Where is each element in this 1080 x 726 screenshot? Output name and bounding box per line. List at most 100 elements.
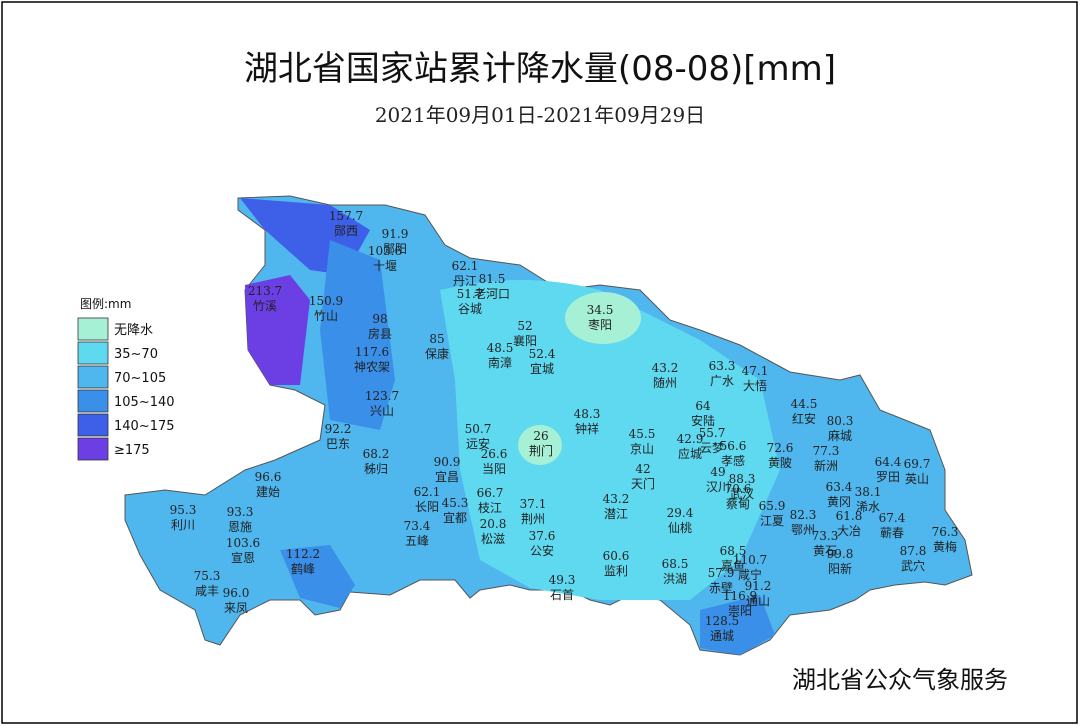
- station-name: 大悟: [743, 378, 767, 393]
- station-name: 郧阳: [383, 242, 407, 256]
- station-value: 75.3: [194, 569, 221, 583]
- legend-swatch: [77, 365, 109, 389]
- station-name: 京山: [630, 442, 654, 456]
- station-name: 浠水: [856, 500, 880, 514]
- legend-label: 35~70: [114, 347, 158, 362]
- station-value: 50.7: [465, 422, 492, 436]
- station-name: 长阳: [415, 500, 439, 514]
- legend-swatch: [77, 437, 109, 461]
- station-name: 秭归: [364, 462, 388, 476]
- station-value: 157.7: [329, 209, 363, 223]
- station-value: 66.7: [477, 486, 504, 500]
- legend-label: 无降水: [114, 323, 153, 338]
- station-value: 117.6: [355, 345, 389, 359]
- station-value: 103.6: [226, 536, 260, 550]
- station-value: 64: [695, 399, 711, 413]
- station-value: 52.4: [529, 347, 556, 361]
- station-name: 鹤峰: [291, 561, 315, 576]
- station-value: 29.4: [667, 506, 694, 520]
- station-value: 112.2: [286, 547, 320, 561]
- station-name: 咸丰: [195, 584, 219, 598]
- station-name: 来凤: [224, 601, 248, 615]
- region-no-rain: [518, 425, 562, 465]
- station-name: 仙桃: [668, 520, 692, 535]
- station-name: 保康: [425, 346, 449, 361]
- station-value: 52: [517, 319, 532, 333]
- station-value: 90.9: [434, 455, 461, 469]
- station-name: 监利: [604, 564, 628, 578]
- station-value: 73.4: [404, 519, 431, 533]
- station-name: 房县: [368, 326, 392, 341]
- station-name: 竹山: [314, 309, 338, 323]
- station-value: 110.7: [733, 553, 767, 567]
- station-value: 77.3: [813, 444, 840, 458]
- station-value: 43.2: [603, 492, 630, 506]
- station-value: 63.4: [826, 480, 853, 494]
- legend-title: 图例:mm: [80, 297, 131, 311]
- station-name: 赤壁: [709, 580, 733, 595]
- station-value: 49.3: [549, 573, 576, 587]
- station-name: 新洲: [814, 458, 838, 473]
- station-name: 汉川: [706, 480, 730, 494]
- station-value: 56.6: [720, 439, 747, 453]
- station-value: 38.1: [855, 485, 882, 499]
- station-value: 96.6: [255, 470, 282, 484]
- station-name: 天门: [631, 476, 655, 491]
- station-name: 江夏: [760, 514, 784, 528]
- station-name: 嘉鱼: [721, 559, 745, 573]
- station-value: 91.2: [745, 579, 772, 593]
- station-name: 鄂州: [791, 523, 815, 537]
- station-name: 蕲春: [880, 526, 904, 540]
- station-value: 87.8: [900, 544, 927, 558]
- station-name: 洪湖: [663, 571, 687, 586]
- station-name: 英山: [905, 472, 929, 486]
- station-name: 谷城: [458, 302, 482, 316]
- station-value: 26: [533, 429, 548, 443]
- station-name: 黄冈: [827, 495, 851, 509]
- legend-label: ≥175: [114, 443, 150, 458]
- station-value: 61.8: [836, 509, 863, 523]
- station-value: 68.2: [363, 447, 390, 461]
- station-value: 45.3: [442, 496, 469, 510]
- station-value: 92.2: [325, 422, 352, 436]
- station-value: 48.5: [487, 341, 514, 355]
- station-name: 建始: [256, 485, 280, 499]
- station-name: 宜昌: [435, 469, 459, 484]
- station-name: 兴山: [370, 404, 394, 418]
- station-value: 42: [635, 462, 650, 476]
- station-value: 150.9: [309, 294, 343, 308]
- station-value: 70.6: [725, 482, 752, 496]
- station-value: 80.3: [827, 414, 854, 428]
- station-name: 松滋: [481, 532, 505, 546]
- station-value: 103.6: [368, 244, 402, 258]
- station-value: 44.5: [791, 397, 818, 411]
- station-value: 128.5: [705, 614, 739, 628]
- station-name: 枝江: [478, 500, 502, 515]
- station-name: 老河口: [474, 287, 510, 301]
- station-value: 73.3: [812, 529, 839, 543]
- station-name: 罗田: [876, 470, 900, 484]
- province-map: [124, 195, 973, 656]
- station-value: 62.1: [414, 485, 441, 499]
- station-name: 公安: [530, 543, 554, 558]
- watermark: 湖北省公众气象服务: [792, 666, 1008, 694]
- station-value: 20.8: [480, 517, 507, 531]
- station-value: 47.1: [742, 364, 769, 378]
- station-value: 69.7: [904, 457, 931, 471]
- title: 湖北省国家站累计降水量(08-08)[mm]: [244, 49, 836, 89]
- region-105-140: [280, 545, 355, 608]
- station-value: 116.9: [723, 589, 757, 603]
- station-value: 95.3: [170, 503, 197, 517]
- station-value: 37.1: [520, 497, 547, 511]
- station-name: 孝感: [721, 453, 745, 468]
- station-name: 宜都: [443, 510, 467, 525]
- station-value: 34.5: [587, 303, 614, 317]
- station-value: 51.7: [457, 287, 484, 301]
- station-name: 郧西: [334, 224, 358, 238]
- legend-swatch: [77, 389, 109, 413]
- station-name: 恩施: [228, 520, 252, 534]
- station-value: 93.3: [227, 505, 254, 519]
- station-name: 应城: [678, 446, 702, 461]
- station-name: 云梦: [700, 441, 724, 455]
